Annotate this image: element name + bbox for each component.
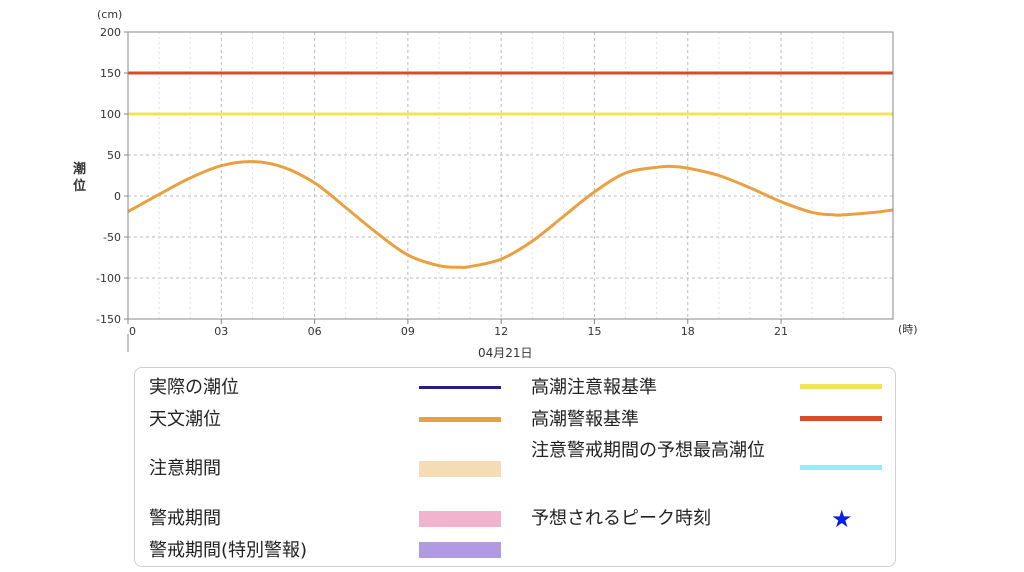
y-tick-label: 50 [107,149,121,162]
legend-label-peak-time: 予想されるピーク時刻 [531,508,711,529]
legend-swatch-actual-tide [419,386,501,389]
y-tick-label: -50 [103,231,121,244]
legend-swatch-caution-period [419,461,501,477]
y-tick-label: 0 [114,190,121,203]
legend: 実際の潮位 天文潮位 注意期間 警戒期間 警戒期間(特別警報) 高潮注意報基準 … [134,367,896,567]
x-tick-label: 09 [401,325,415,338]
date-label: 04月21日 [478,346,533,360]
grid-lines [128,32,893,319]
y-axis-ticks: -150 -100 -50 0 50 100 150 200 [96,26,128,326]
x-tick-label: 0 [129,325,136,338]
x-tick-label: 18 [681,325,695,338]
y-axis-label: 潮位 [73,161,86,194]
y-axis-unit: (cm) [97,8,122,21]
x-axis-ticks: 0 03 06 09 12 15 18 21 [127,319,788,338]
legend-swatch-special-warning-period [419,542,501,558]
y-tick-label: -150 [96,313,121,326]
legend-label-predicted-max-tide: 注意警戒期間の予想最高潮位 [531,440,765,461]
legend-label-storm-surge-advisory: 高潮注意報基準 [531,377,657,398]
legend-swatch-astronomical-tide [419,417,501,422]
legend-label-storm-surge-warning: 高潮警報基準 [531,409,639,430]
legend-label-astronomical-tide: 天文潮位 [149,409,221,430]
series-lines [127,160,894,270]
series-line [127,160,894,270]
legend-label-caution-period: 注意期間 [149,458,221,479]
legend-label-actual-tide: 実際の潮位 [149,377,239,398]
star-icon: ★ [831,505,853,533]
legend-swatch-storm-surge-warning [800,416,882,421]
x-tick-label: 03 [214,325,228,338]
x-tick-label: 06 [308,325,322,338]
y-tick-label: 150 [100,67,121,80]
x-axis-unit: (時) [898,323,918,336]
y-tick-label: -100 [96,272,121,285]
legend-label-warning-period: 警戒期間 [149,508,221,529]
plot-frame [127,31,894,320]
legend-label-special-warning-period: 警戒期間(特別警報) [149,540,308,561]
threshold-lines [128,71,893,116]
legend-swatch-warning-period [419,511,501,527]
x-tick-label: 21 [774,325,788,338]
legend-swatch-predicted-max-tide [800,465,882,470]
x-tick-label: 15 [587,325,601,338]
x-tick-label: 12 [494,325,508,338]
legend-swatch-storm-surge-advisory [800,384,882,389]
y-tick-label: 100 [100,108,121,121]
y-tick-label: 200 [100,26,121,39]
